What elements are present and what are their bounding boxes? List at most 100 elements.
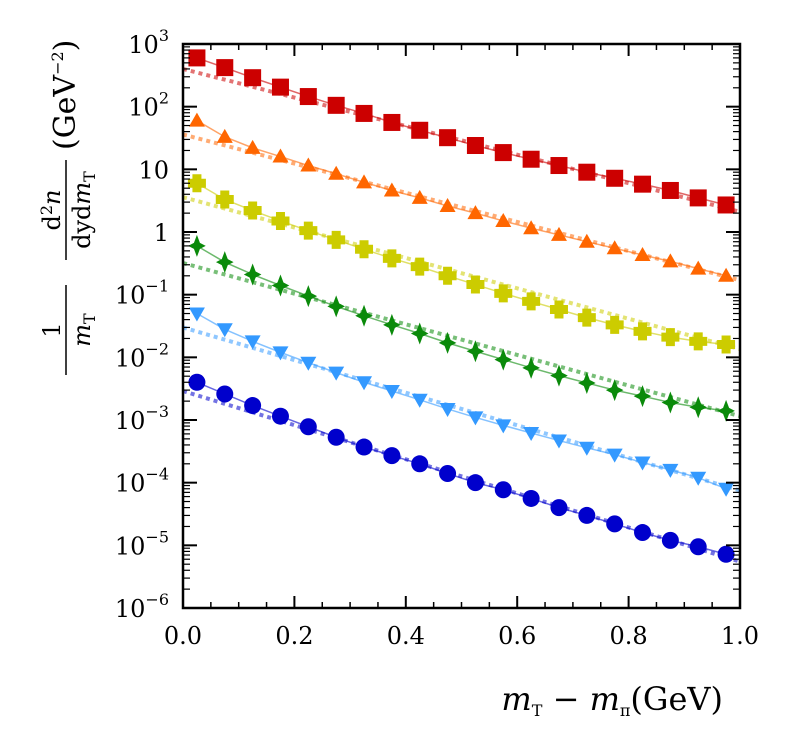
data-point-triangle-up: [439, 197, 456, 212]
data-point-star: [522, 356, 540, 379]
y-tick-label: 10−5: [115, 527, 169, 560]
data-point-triangle-down: [439, 402, 456, 417]
data-point-circle: [689, 538, 707, 556]
data-point-star: [215, 251, 234, 274]
x-tick-label: 0.8: [610, 622, 648, 650]
data-point-star: [271, 274, 290, 297]
series-plus: [187, 174, 736, 354]
data-point-square: [411, 121, 429, 139]
data-point-circle: [383, 447, 401, 465]
svg-text:mT: mT: [68, 313, 99, 347]
data-point-triangle-up: [578, 233, 595, 248]
data-point-square: [494, 144, 512, 162]
data-point-triangle-down: [300, 356, 317, 371]
data-point-triangle-down: [411, 393, 428, 408]
data-point-triangle-up: [634, 246, 651, 261]
data-point-triangle-down: [662, 463, 679, 478]
data-point-plus: [522, 292, 541, 311]
data-point-star: [689, 396, 708, 419]
data-point-square: [244, 69, 262, 87]
data-point-triangle-down: [578, 441, 595, 456]
data-point-triangle-up: [662, 253, 679, 268]
data-point-square: [383, 113, 401, 131]
data-point-plus: [549, 300, 568, 319]
data-point-circle: [578, 506, 596, 524]
data-point-circle: [661, 531, 679, 549]
data-point-square: [634, 175, 652, 193]
data-point-circle: [466, 474, 484, 492]
x-tick-labels: 0.0 0.2 0.4 0.6 0.8 1.0: [164, 622, 759, 650]
data-point-square: [550, 157, 568, 175]
x-label-a-sub: T: [532, 701, 543, 720]
data-markers: [187, 49, 736, 563]
data-point-triangle-up: [495, 212, 512, 227]
x-label-unit: (GeV): [630, 680, 723, 718]
y-label-unit: (GeV: [48, 74, 83, 150]
data-point-star: [550, 364, 568, 387]
data-point-triangle-down: [188, 307, 205, 322]
data-point-star: [383, 313, 401, 336]
data-point-triangle-up: [467, 205, 484, 220]
y-tick-label: 103: [128, 26, 169, 59]
y-label-one: 1: [38, 322, 66, 337]
fit-curve-plus: [182, 195, 741, 352]
data-point-circle: [327, 428, 345, 446]
data-point-triangle-down: [690, 471, 707, 486]
data-point-star: [327, 295, 345, 318]
data-point-triangle-down: [634, 456, 651, 471]
data-point-square: [299, 88, 317, 106]
data-point-star: [243, 263, 262, 286]
data-point-triangle-down: [356, 376, 373, 391]
data-point-triangle-up: [356, 174, 373, 189]
data-point-circle: [244, 397, 262, 415]
y-label-unit-close: ): [48, 40, 83, 52]
data-point-plus: [605, 315, 624, 334]
svg-text:d2n: d2n: [37, 189, 66, 230]
series-circle: [188, 373, 735, 563]
data-point-star: [466, 340, 485, 363]
data-point-triangle-up: [523, 220, 540, 235]
data-point-plus: [410, 257, 429, 276]
data-point-triangle-up: [550, 226, 567, 241]
data-point-square: [578, 163, 596, 181]
data-point-triangle-down: [383, 385, 400, 400]
data-point-square: [606, 169, 624, 187]
series-star: [188, 234, 735, 422]
data-point-star: [355, 304, 373, 327]
y-label-num-sup: 2: [37, 205, 56, 215]
data-point-triangle-down: [550, 434, 567, 449]
data-point-triangle-up: [718, 267, 735, 282]
data-point-square: [466, 137, 484, 155]
data-point-circle: [494, 481, 512, 499]
data-point-square: [717, 196, 735, 214]
series-line-triangle-up: [196, 119, 727, 277]
data-point-triangle-down: [328, 366, 345, 381]
data-point-star: [410, 322, 429, 345]
data-point-square: [522, 150, 540, 168]
y-label-den: dyd: [68, 205, 96, 249]
x-label-minus: −: [542, 680, 589, 718]
svg-text:dydmT: dydmT: [68, 171, 99, 249]
data-point-triangle-up: [383, 182, 400, 197]
data-point-triangle-down: [467, 411, 484, 426]
data-point-triangle-down: [606, 448, 623, 463]
data-point-star: [661, 391, 680, 414]
data-point-circle: [439, 465, 457, 483]
data-point-triangle-up: [244, 139, 261, 154]
y-tick-label: 10−3: [115, 402, 169, 435]
data-point-plus: [187, 174, 206, 193]
data-point-triangle-down: [718, 482, 735, 497]
data-point-star: [438, 331, 457, 354]
data-point-star: [494, 348, 513, 371]
fit-curve-star: [182, 261, 741, 419]
y-label-mT-sub: T: [80, 313, 99, 324]
y-label-den-sub: T: [80, 171, 99, 182]
y-tick-label: 10−1: [115, 277, 169, 310]
data-point-star: [299, 285, 318, 308]
data-point-square: [439, 129, 457, 147]
data-point-plus: [494, 284, 513, 303]
data-point-square: [689, 189, 707, 207]
series-line-plus: [196, 182, 727, 346]
x-tick-label: 0.0: [164, 622, 202, 650]
data-point-triangle-up: [216, 128, 233, 143]
